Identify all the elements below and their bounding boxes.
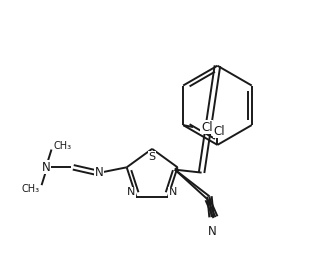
- Text: N: N: [208, 225, 217, 238]
- Text: Cl: Cl: [214, 124, 225, 137]
- Text: N: N: [42, 161, 51, 174]
- Text: CH₃: CH₃: [53, 141, 72, 151]
- Text: CH₃: CH₃: [22, 184, 39, 194]
- Text: N: N: [127, 187, 136, 197]
- Text: S: S: [149, 152, 156, 162]
- Text: Cl: Cl: [201, 121, 213, 134]
- Text: N: N: [169, 187, 177, 197]
- Text: N: N: [95, 166, 103, 179]
